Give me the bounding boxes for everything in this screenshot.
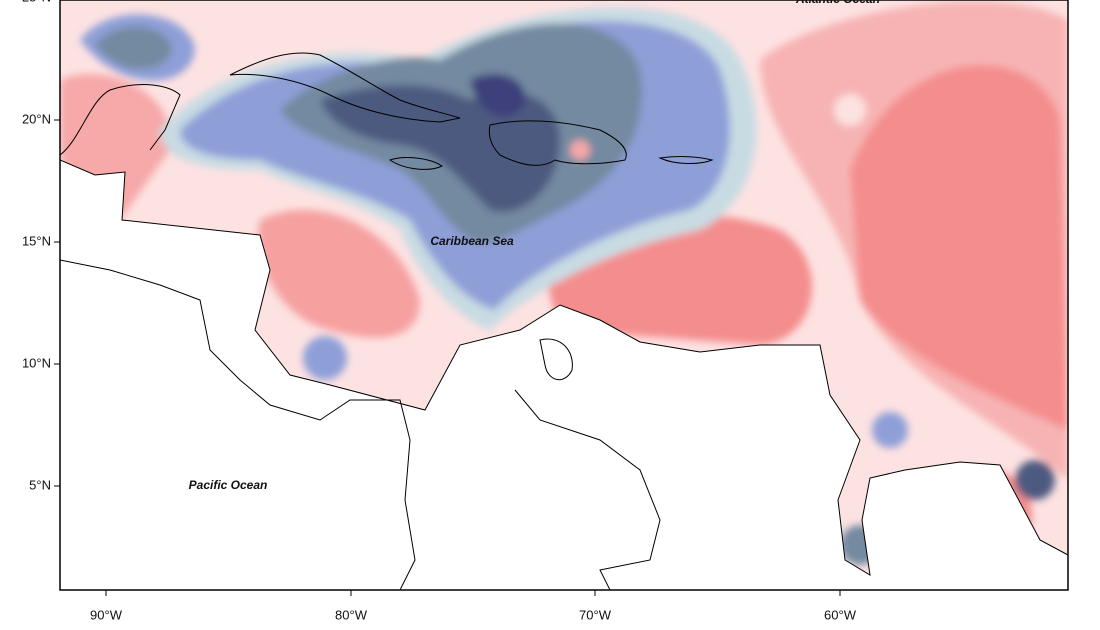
coastlines [60, 52, 1068, 590]
lon-tick-label: 90°W [90, 607, 123, 622]
lat-tick-label: 25°N [22, 0, 51, 4]
lat-tick-label: 10°N [22, 355, 51, 370]
ocean-label: Pacific Ocean [189, 478, 268, 492]
lon-tick-label: 60°W [824, 607, 857, 622]
lon-tick-label: 70°W [579, 607, 612, 622]
map-frame [59, 0, 1069, 591]
ocean-label: Caribbean Sea [430, 234, 514, 248]
lat-tick-label: 15°N [22, 233, 51, 248]
lat-tick-label: 5°N [29, 477, 51, 492]
anomaly-field [60, 0, 1068, 575]
ocean-label: Atlantic Ocean [795, 0, 880, 6]
lon-tick-label: 80°W [335, 607, 368, 622]
lat-tick-label: 20°N [22, 111, 51, 126]
